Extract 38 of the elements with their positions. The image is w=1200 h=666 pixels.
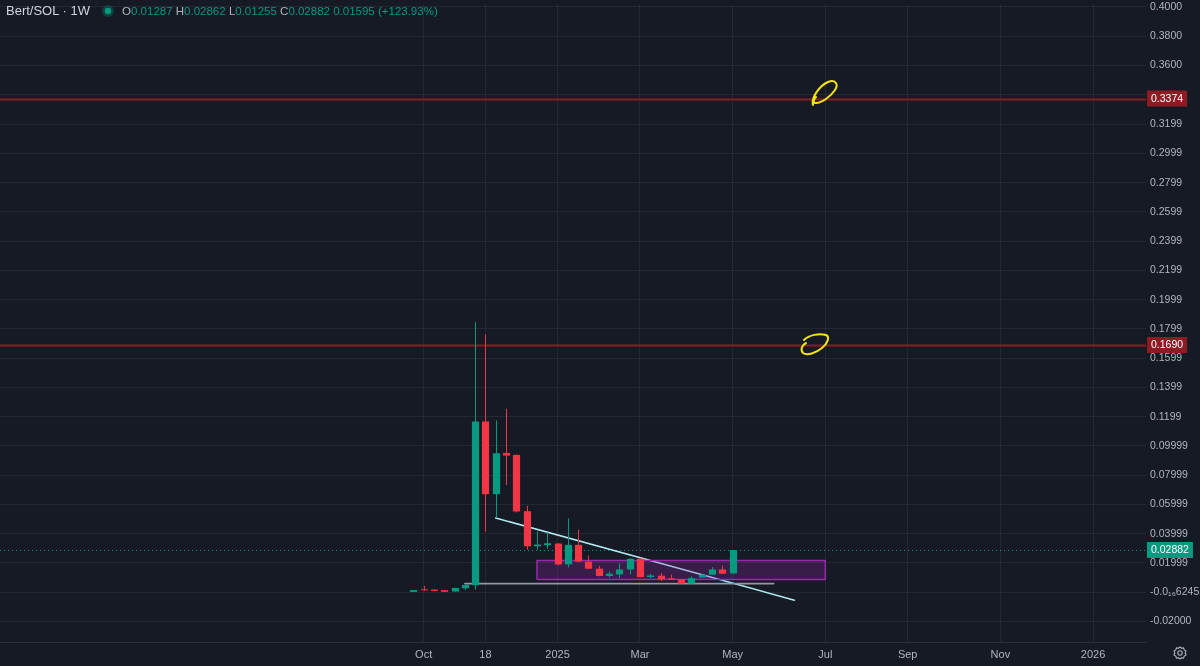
x-tick-label: Sep	[897, 647, 918, 660]
y-tick-label: 0.1999	[1150, 292, 1183, 305]
x-tick-label: Mar	[630, 647, 650, 660]
y-tick-label: 0.2399	[1150, 234, 1183, 247]
ref-line-label: 0.3374	[1151, 91, 1184, 104]
y-tick-label: 0.09999	[1150, 438, 1189, 451]
y-tick-label: -0.0₁₆6245	[1150, 585, 1200, 598]
ref-line-label: 0.1690	[1151, 338, 1184, 351]
text: O0.01287 H0.02862 L0.01255 C0.02882 0.01595 (+123.93%)	[122, 5, 438, 17]
y-tick-label: 0.03999	[1150, 526, 1189, 539]
y-tick-label: 0.07999	[1150, 468, 1189, 481]
y-tick-label: 0.1799	[1150, 321, 1183, 334]
x-tick-label: 2025	[545, 647, 570, 660]
x-tick-label: 18	[479, 647, 492, 660]
x-tick-label: Jul	[818, 647, 833, 660]
x-tick-label: Nov	[990, 647, 1011, 660]
y-tick-label: -0.02000	[1150, 614, 1192, 627]
y-tick-label: 0.2599	[1150, 204, 1183, 217]
y-tick-label: 0.4000	[1150, 0, 1183, 12]
candlestick	[574, 529, 583, 563]
y-tick-label: 0.1399	[1150, 380, 1183, 393]
x-tick-label: May	[722, 647, 744, 660]
candlestick	[554, 542, 563, 566]
x-tick-label: Oct	[415, 647, 433, 660]
y-tick-label: 0.2999	[1150, 146, 1183, 159]
y-tick-label: 0.05999	[1150, 497, 1189, 510]
y-tick-label: 0.2199	[1150, 263, 1183, 276]
candlestick	[502, 408, 511, 486]
x-tick-label: 2026	[1080, 647, 1106, 660]
y-tick-label: 0.01999	[1150, 555, 1189, 568]
chart-title: Bert/SOL · 1W	[6, 3, 91, 19]
y-tick-label: 0.1199	[1150, 409, 1182, 422]
y-tick-label: 0.3600	[1150, 58, 1183, 71]
y-tick-label: 0.2799	[1150, 175, 1183, 188]
ref-line-label: 0.02882	[1151, 543, 1190, 556]
y-tick-label: 0.3800	[1150, 29, 1183, 42]
y-tick-label: 0.1599	[1150, 351, 1183, 364]
y-tick-label: 0.3199	[1150, 117, 1183, 130]
